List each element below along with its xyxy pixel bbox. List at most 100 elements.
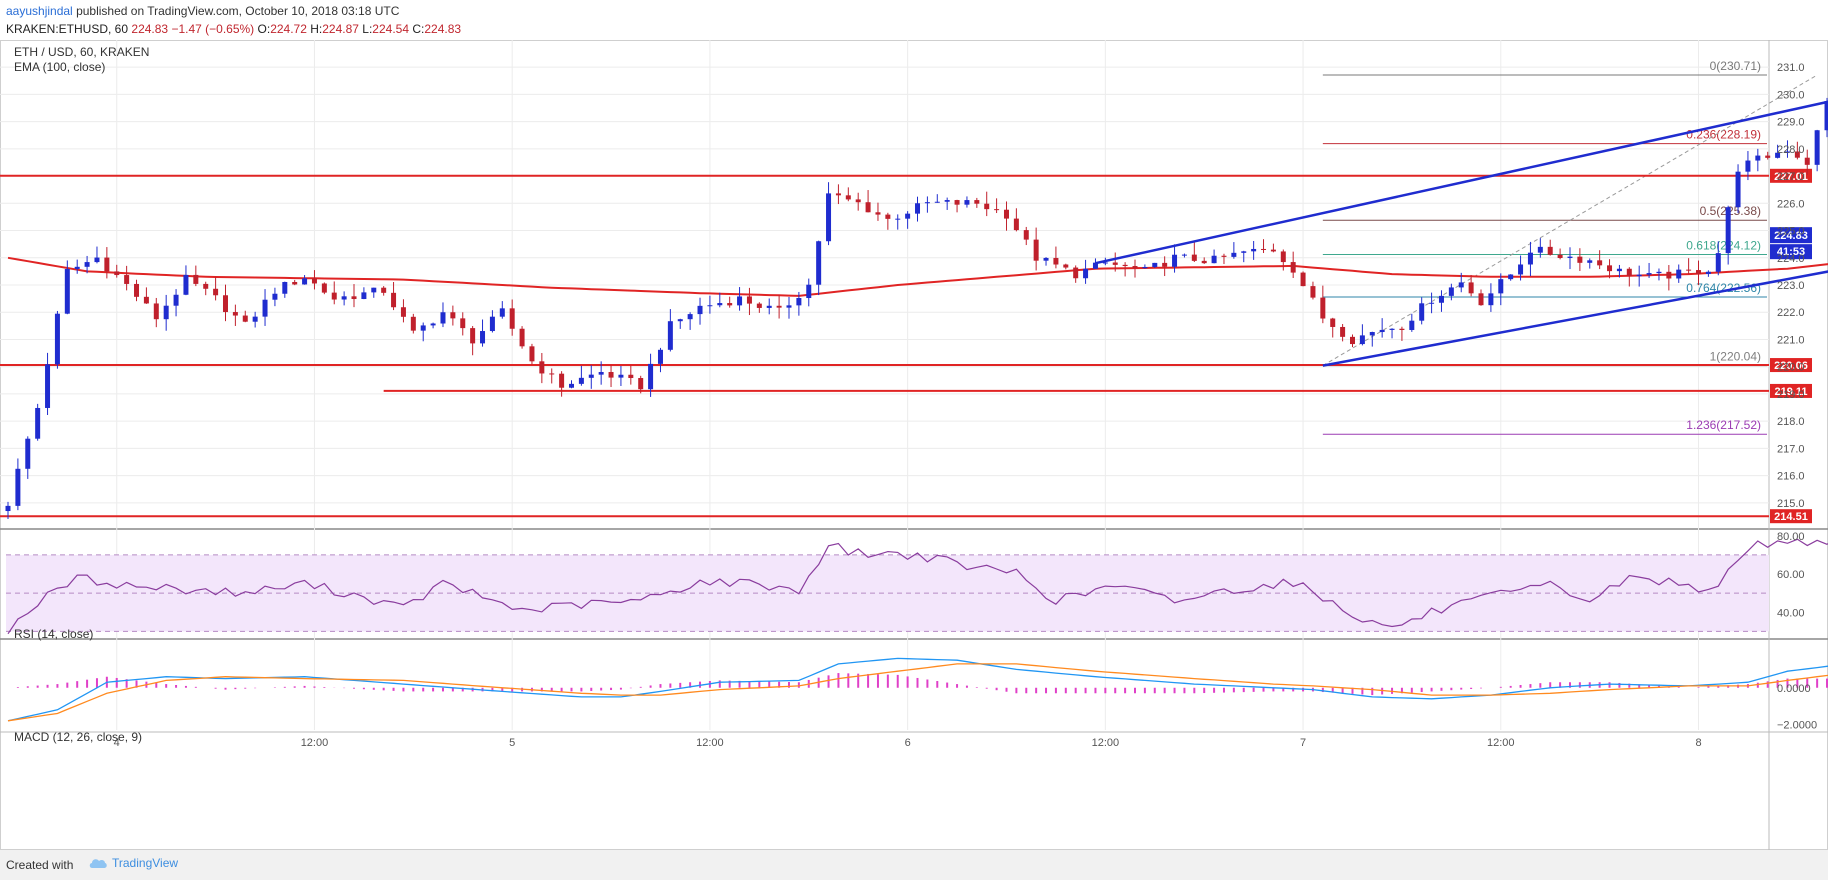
macd-tick-label: 0.0000 <box>1777 683 1811 695</box>
axes: 412:00512:00612:00712:00812:00912:001012… <box>114 62 1817 749</box>
candle-body <box>1775 152 1781 158</box>
candle-body <box>835 193 841 196</box>
candle-body <box>677 319 683 322</box>
price-tick-label: 224.0 <box>1777 253 1805 265</box>
candle-body <box>400 307 406 317</box>
candle-body <box>1537 246 1543 253</box>
low-label: L: <box>362 22 373 36</box>
candle-body <box>549 373 555 375</box>
time-tick-label: 12:00 <box>301 737 329 749</box>
ema-line <box>7 256 1828 297</box>
candle-body <box>717 303 723 306</box>
time-tick-label: 12:00 <box>696 737 724 749</box>
candle-body <box>598 372 604 375</box>
candle-body <box>311 278 317 284</box>
candle-body <box>222 295 228 313</box>
candle-body <box>54 313 60 365</box>
time-tick-label: 6 <box>905 737 911 749</box>
candle-body <box>865 202 871 213</box>
rsi-legend: RSI (14, close) <box>14 627 93 641</box>
candle-body <box>1191 254 1197 261</box>
candle-body <box>1419 303 1425 321</box>
candle-body <box>1676 269 1682 279</box>
candle-body <box>1527 252 1533 265</box>
symbol-interval: KRAKEN:ETHUSD, 60 <box>6 22 129 36</box>
candle-body <box>1092 262 1098 269</box>
candle-body <box>786 305 792 308</box>
candle-body <box>1033 239 1039 261</box>
candle-body <box>1330 318 1336 327</box>
candle-body <box>667 321 673 350</box>
time-tick-label: 8 <box>1695 737 1701 749</box>
price-change: −1.47 (−0.65%) <box>171 22 255 36</box>
candle-body <box>45 364 51 408</box>
price-candles <box>5 97 1828 519</box>
candle-body <box>371 287 377 293</box>
candle-body <box>1320 297 1326 319</box>
chart-header: aayushjindal published on TradingView.co… <box>0 0 1828 40</box>
candle-body <box>648 363 654 390</box>
candle-body <box>915 203 921 214</box>
candle-body <box>1172 254 1178 267</box>
candle-body <box>984 203 990 210</box>
candle-body <box>1626 268 1632 277</box>
high-value: 224.87 <box>322 22 359 36</box>
price-tick-label: 220.0 <box>1777 362 1805 374</box>
candle-body <box>430 323 436 326</box>
time-tick-label: 5 <box>509 737 515 749</box>
candle-body <box>1280 251 1286 263</box>
publish-info: published on TradingView.com, October 10… <box>76 4 400 18</box>
candle-body <box>351 296 357 300</box>
open-value: 224.72 <box>270 22 307 36</box>
tradingview-logo[interactable]: TradingView <box>88 856 178 870</box>
candle-body <box>608 372 614 378</box>
candle-body <box>1557 254 1563 259</box>
candle-body <box>1745 160 1751 172</box>
candle-body <box>1013 218 1019 231</box>
candle-body <box>262 299 268 317</box>
candle-body <box>1112 262 1118 265</box>
rsi-tick-label: 40.00 <box>1777 607 1805 619</box>
candle-body <box>1083 268 1089 279</box>
chart-area[interactable]: 0(230.71)0.236(228.19)0.5(225.38)0.618(2… <box>0 40 1828 850</box>
candle-body <box>35 407 41 439</box>
current-price-label: 224.83 <box>1774 230 1808 242</box>
candle-body <box>638 378 644 390</box>
candle-body <box>321 283 327 293</box>
candle-body <box>826 193 832 242</box>
candle-body <box>1587 260 1593 263</box>
candle-body <box>776 305 782 308</box>
candle-body <box>657 349 663 364</box>
candle-body <box>1340 326 1346 337</box>
macd-legend: MACD (12, 26, close, 9) <box>14 730 142 744</box>
macd-line <box>7 657 1828 722</box>
candle-body <box>1468 282 1474 294</box>
candle-body <box>173 294 179 306</box>
candle-body <box>1597 260 1603 266</box>
candle-body <box>1725 207 1731 254</box>
candle-body <box>796 298 802 306</box>
price-tick-label: 226.0 <box>1777 198 1805 210</box>
fib-level-label: 0(230.71) <box>1710 59 1761 73</box>
fib-level-label: 1.236(217.52) <box>1686 418 1761 432</box>
candle-body <box>15 468 21 506</box>
candle-body <box>1438 295 1444 303</box>
last-price: 224.83 <box>131 22 169 36</box>
candle-body <box>272 293 278 300</box>
candle-body <box>5 505 11 512</box>
rsi-pane <box>6 538 1828 635</box>
candle-body <box>756 303 762 308</box>
candle-body <box>905 213 911 219</box>
ohlc-line: KRAKEN:ETHUSD, 60 224.83 −1.47 (−0.65%) … <box>6 22 461 36</box>
trend-lines[interactable] <box>1095 45 1828 367</box>
horizontal-levels[interactable]: 227.01 220.06 219.11 214.51 224.83 41:53 <box>0 168 1812 524</box>
author-link[interactable]: aayushjindal <box>6 4 73 18</box>
candle-body <box>1122 264 1128 267</box>
candle-body <box>539 361 545 374</box>
candle-body <box>341 296 347 300</box>
macd-tick-label: −2.0000 <box>1777 719 1817 731</box>
time-tick-label: 7 <box>1300 737 1306 749</box>
candle-body <box>420 325 426 331</box>
candle-body <box>203 283 209 289</box>
candle-body <box>1211 255 1217 264</box>
